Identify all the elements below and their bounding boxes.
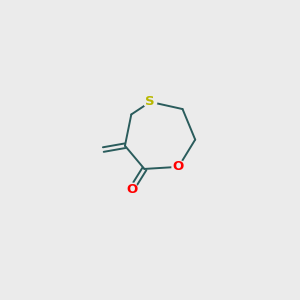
Circle shape bbox=[125, 183, 138, 196]
Text: O: O bbox=[126, 183, 137, 196]
Circle shape bbox=[172, 160, 185, 173]
Text: S: S bbox=[146, 95, 155, 108]
Text: O: O bbox=[173, 160, 184, 173]
Circle shape bbox=[144, 95, 157, 108]
